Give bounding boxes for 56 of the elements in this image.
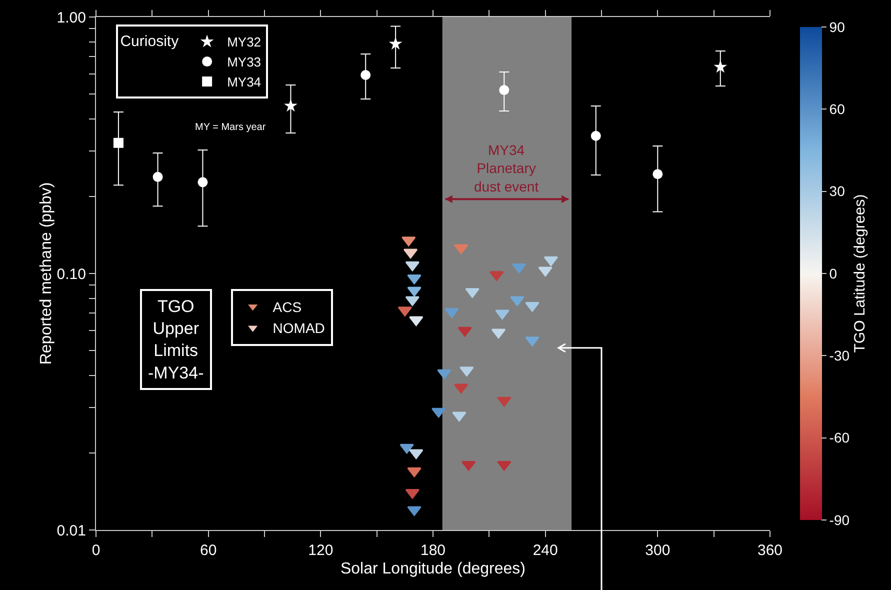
point [452, 412, 466, 422]
point [388, 36, 402, 50]
point [458, 326, 472, 337]
point [432, 408, 446, 418]
color-bar-label: 60 [829, 101, 846, 118]
point [400, 444, 414, 454]
color-bar-label: -90 [829, 512, 850, 528]
point [510, 296, 524, 306]
point [405, 261, 420, 272]
annotation: MY = Mars year [195, 122, 266, 133]
y-tick-label: 0.01 [56, 522, 86, 540]
point [491, 328, 506, 339]
color-bar-label: -60 [829, 430, 850, 446]
point [437, 369, 452, 380]
legend-label: NOMAD [272, 320, 325, 336]
x-tick-label: 360 [757, 542, 783, 559]
legend-label: ACS [272, 298, 302, 315]
band-label: MY34 Planetary dust event [474, 142, 539, 194]
point [152, 172, 163, 182]
point [652, 169, 663, 180]
point [407, 286, 422, 297]
x-tick-label: 0 [92, 542, 100, 559]
legend-label: MY34 [227, 74, 262, 90]
legend-label: MY32 [227, 34, 262, 50]
color-bar-label: -30 [829, 348, 850, 364]
point [198, 177, 208, 188]
point [409, 449, 424, 460]
x-axis-title: Solar Longitude (degrees) [340, 560, 526, 578]
x-tick-label: 300 [645, 542, 670, 559]
point [113, 138, 124, 148]
color-bar-title: TGO Latitude (degrees) [852, 194, 869, 353]
point [497, 396, 512, 407]
color-bar-label: 90 [829, 18, 846, 35]
legend-title: Curiosity [120, 33, 180, 50]
point [409, 316, 424, 326]
annotation: TGO Upper Limits -MY34- [148, 297, 204, 382]
x-tick-label: 180 [420, 542, 446, 559]
point [407, 467, 422, 478]
x-tick-label: 240 [532, 542, 558, 559]
y-tick-label: 1.00 [56, 9, 86, 26]
point [544, 256, 558, 266]
point [405, 296, 420, 306]
x-tick-label: 60 [200, 542, 217, 559]
point [403, 248, 418, 259]
color-bar-label: 30 [829, 183, 846, 200]
y-tick-label: 0.10 [56, 266, 86, 283]
color-bar-label: 0 [829, 265, 838, 282]
y-axis-title: Reported methane (ppbv) [38, 182, 55, 365]
point [360, 70, 371, 80]
x-tick-label: 120 [308, 542, 334, 559]
point [454, 384, 468, 394]
legend-label: MY33 [227, 54, 262, 70]
point [714, 60, 728, 73]
point [590, 130, 601, 141]
point [499, 85, 510, 96]
point [284, 98, 298, 112]
